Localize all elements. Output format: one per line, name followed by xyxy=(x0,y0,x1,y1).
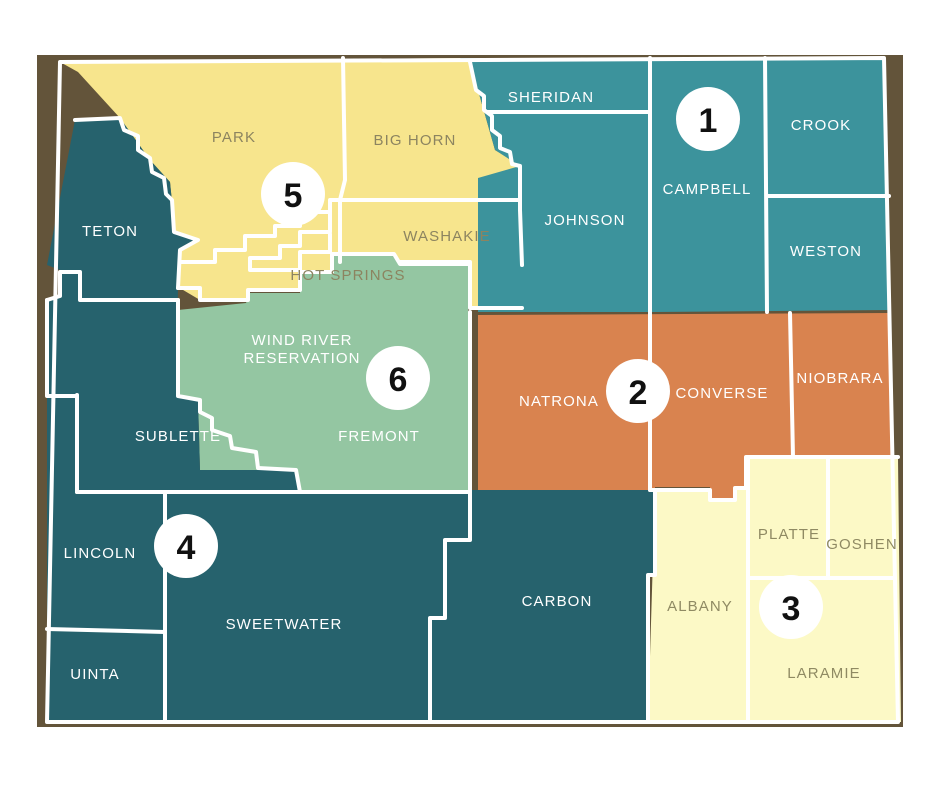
county-label-campbell: CAMPBELL xyxy=(663,181,752,198)
county-label-sweetwater: SWEETWATER xyxy=(226,616,343,633)
county-label-niobrara: NIOBRARA xyxy=(796,370,883,387)
county-label-park: PARK xyxy=(212,129,256,146)
region-2-orange[interactable] xyxy=(478,313,892,498)
county-label-wind-river: WIND RIVER xyxy=(252,332,353,349)
county-label-laramie: LARAMIE xyxy=(787,665,861,682)
region-badge-1[interactable]: 1 xyxy=(676,87,740,151)
badge-number-3: 3 xyxy=(782,590,801,628)
boundary-park-bighorn xyxy=(338,56,347,264)
region-1-light-teal[interactable] xyxy=(460,58,890,312)
region-badge-3[interactable]: 3 xyxy=(759,575,823,639)
badge-circle-3 xyxy=(759,575,823,639)
county-label-big-horn: BIG HORN xyxy=(374,132,457,149)
county-label-sublette: SUBLETTE xyxy=(135,428,221,445)
badge-circle-1 xyxy=(676,87,740,151)
boundary-bighorn-johnson xyxy=(468,60,524,267)
county-label-uinta: UINTA xyxy=(70,666,119,683)
boundary-washakie-south xyxy=(398,260,524,310)
boundary-hotsprings-washakie-step xyxy=(248,208,332,272)
county-label-converse: CONVERSE xyxy=(676,385,769,402)
county-label-lincoln: LINCOLN xyxy=(64,545,137,562)
region-badges: 1 2 3 4 5 6 xyxy=(154,87,823,639)
boundary-hotsprings-fremont xyxy=(176,252,470,302)
badge-circle-2 xyxy=(606,359,670,423)
county-label-hot-springs: HOT SPRINGS xyxy=(290,267,405,284)
county-labels: PARK BIG HORN SHERIDAN CAMPBELL CROOK WE… xyxy=(64,89,898,683)
badge-circle-5 xyxy=(261,162,325,226)
county-boundaries xyxy=(45,56,900,724)
badge-number-4: 4 xyxy=(177,529,196,567)
region-badge-4[interactable]: 4 xyxy=(154,514,218,578)
county-label-teton: TETON xyxy=(82,223,138,240)
boundary-teton-sublette xyxy=(45,270,180,302)
county-label-washakie: WASHAKIE xyxy=(403,228,490,245)
county-label-goshen: GOSHEN xyxy=(826,536,898,553)
boundary-teton-park xyxy=(73,116,200,290)
county-label-platte: PLATTE xyxy=(758,526,820,543)
badge-number-6: 6 xyxy=(389,361,408,399)
county-label-natrona: NATRONA xyxy=(519,393,599,410)
region-badge-6[interactable]: 6 xyxy=(366,346,430,410)
county-label-carbon: CARBON xyxy=(522,593,593,610)
badge-circle-6 xyxy=(366,346,430,410)
county-label-crook: CROOK xyxy=(791,117,852,134)
boundary-sublette-fremont xyxy=(176,298,302,494)
region-6-green[interactable] xyxy=(176,255,468,492)
county-label-albany: ALBANY xyxy=(667,598,733,615)
county-label-sheridan: SHERIDAN xyxy=(508,89,594,106)
boundary-teton-lincoln-notch xyxy=(45,298,79,398)
county-label-johnson: JOHNSON xyxy=(544,212,625,229)
boundary-campbell-crook xyxy=(763,56,769,314)
county-label-fremont: FREMONT xyxy=(338,428,420,445)
badge-number-5: 5 xyxy=(284,177,303,215)
badge-number-1: 1 xyxy=(699,102,718,140)
badge-number-2: 2 xyxy=(629,374,648,412)
state-outline xyxy=(45,56,900,724)
boundary-sweetwater-carbon xyxy=(428,490,472,724)
region-badge-5[interactable]: 5 xyxy=(261,162,325,226)
badge-circle-4 xyxy=(154,514,218,578)
boundary-uinta-lincoln xyxy=(45,627,167,634)
boundary-hotsprings-west xyxy=(178,198,342,264)
boundary-converse-niobrara xyxy=(788,311,795,459)
county-label-weston: WESTON xyxy=(790,243,862,260)
boundary-carbon-albany xyxy=(646,488,657,724)
county-label-reservation: RESERVATION xyxy=(243,350,360,367)
region-badge-2[interactable]: 2 xyxy=(606,359,670,423)
